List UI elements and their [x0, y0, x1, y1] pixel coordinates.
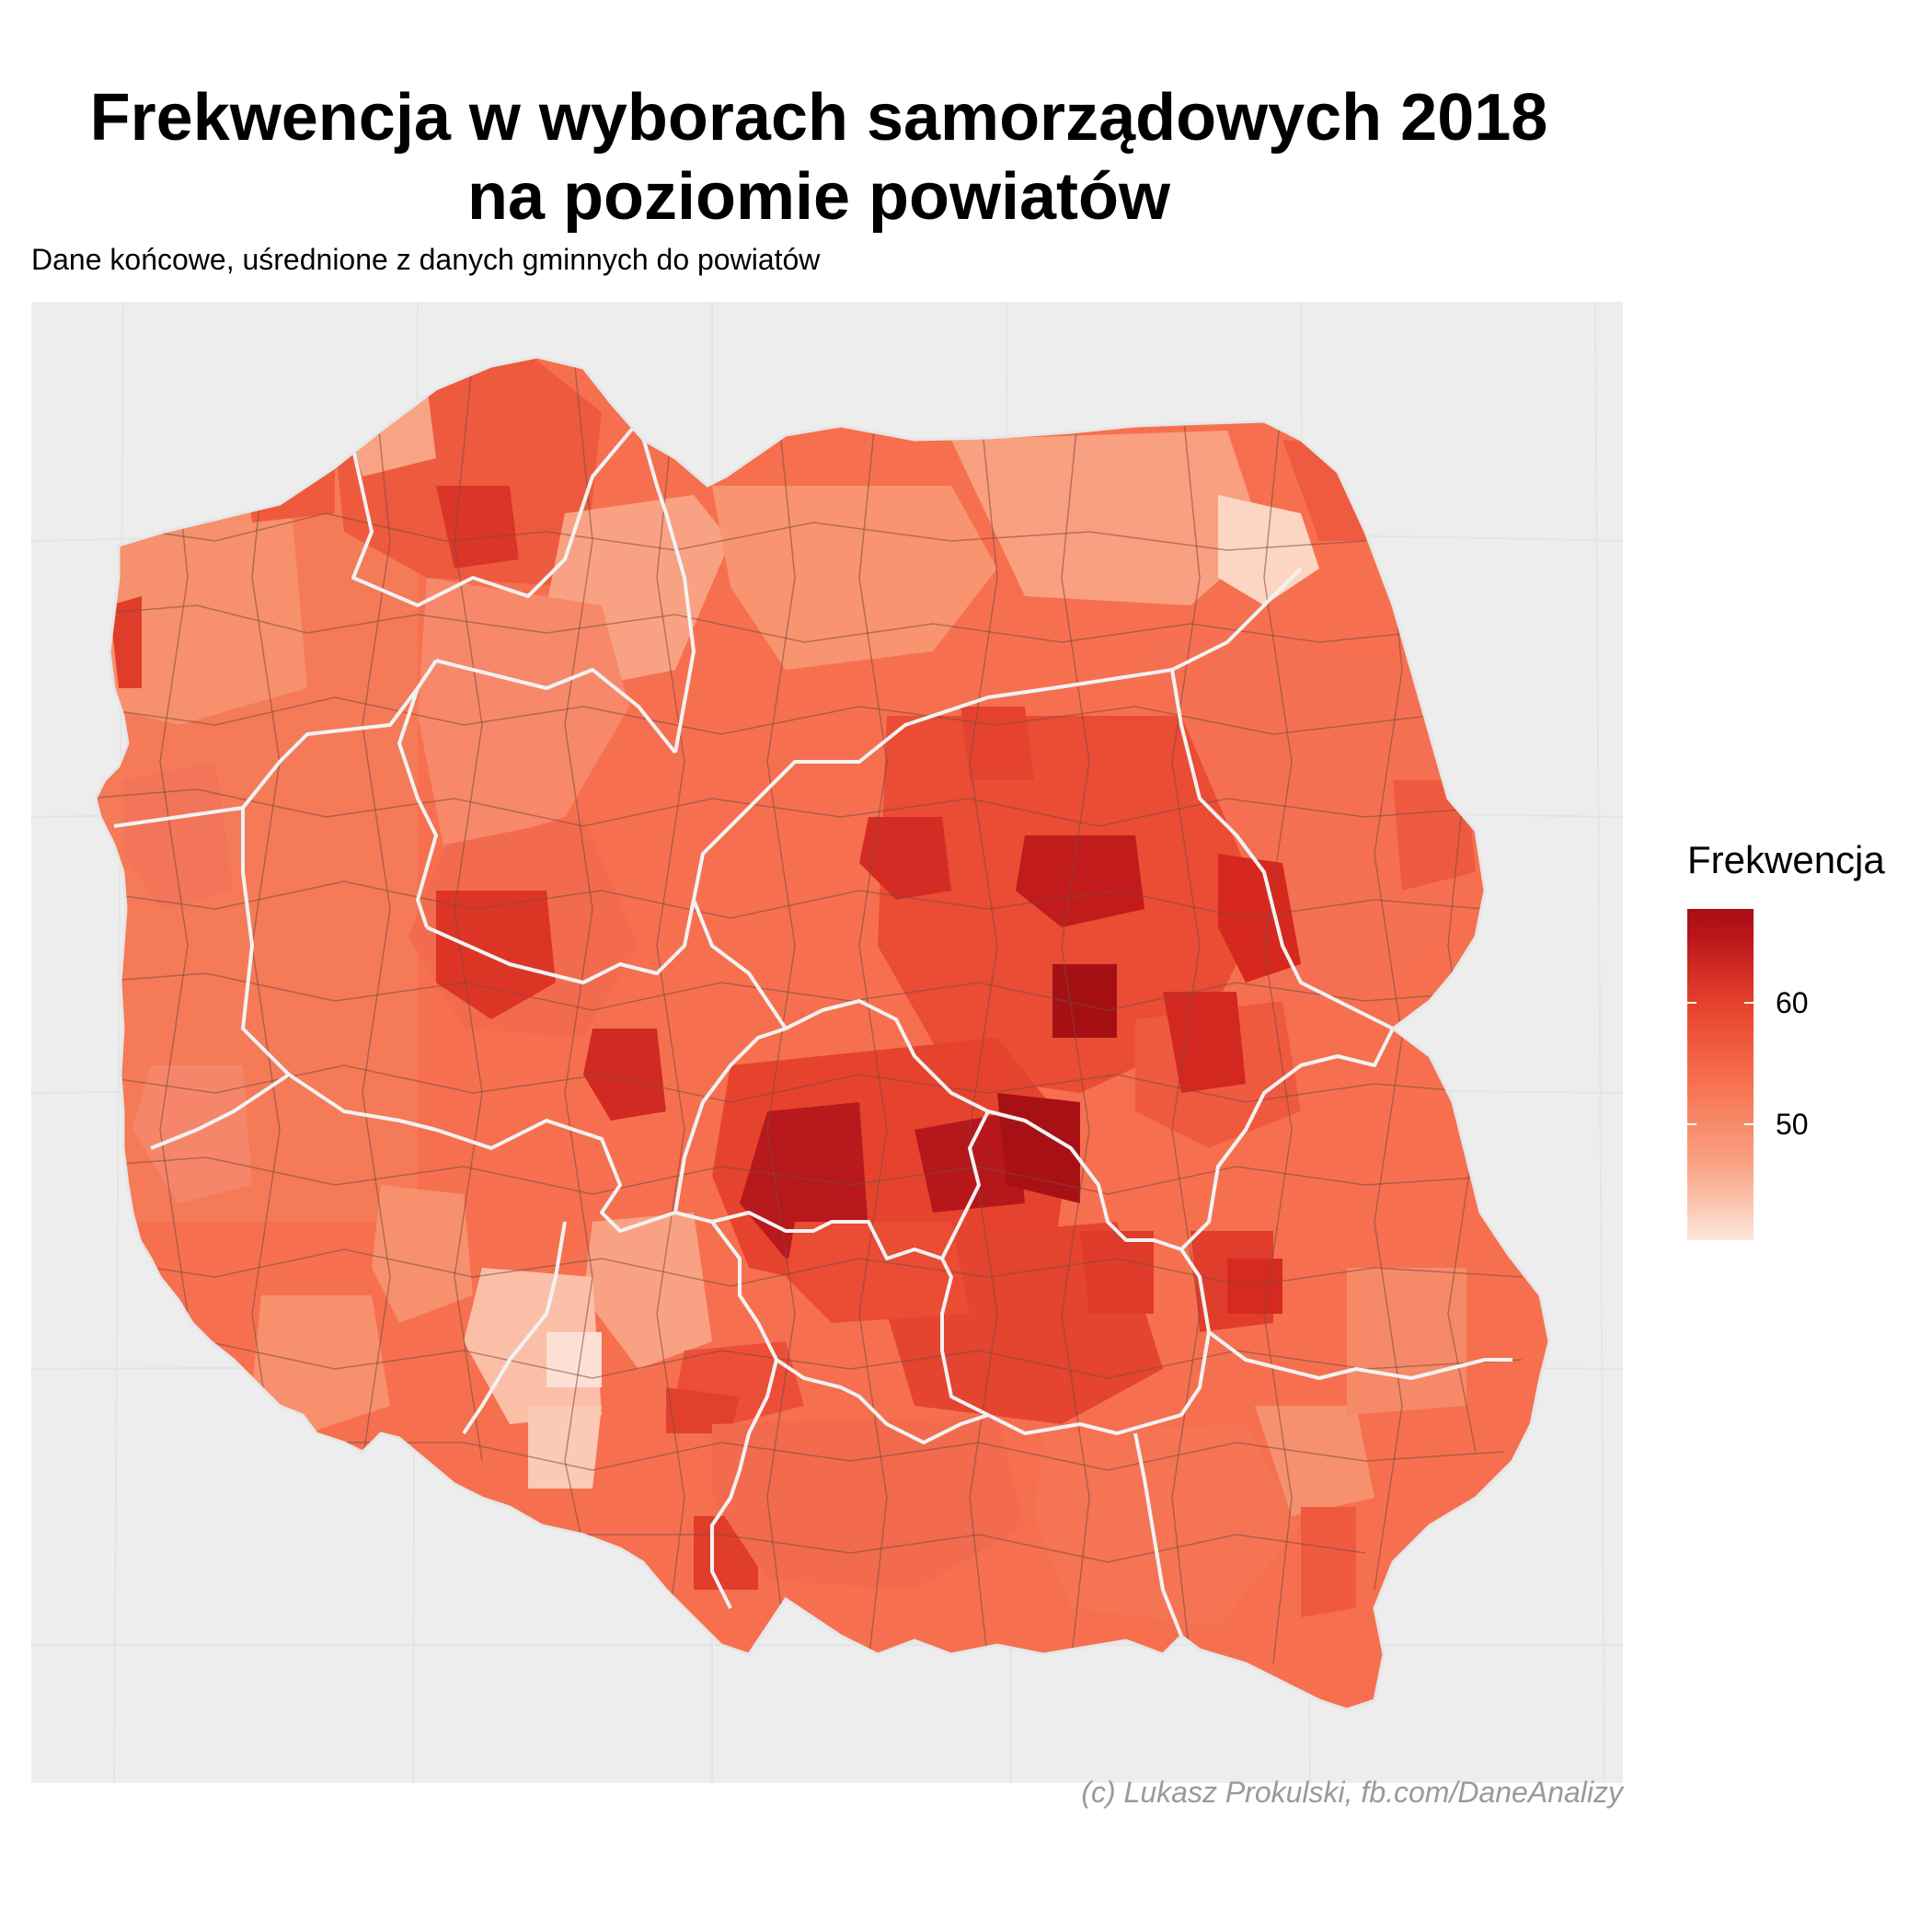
title-line-1: Frekwencja w wyborach samorządowych 2018: [89, 81, 1548, 155]
region-plock: [859, 817, 951, 900]
region-bytow: [436, 486, 519, 569]
region-opole: [583, 1213, 712, 1369]
powiat-borders: [96, 357, 1523, 1664]
region-hrubieszow: [1347, 1268, 1466, 1415]
legend-tick-60-right: [1744, 1002, 1754, 1004]
region-glubczyce: [546, 1332, 602, 1387]
legend-title: Frekwencja: [1687, 838, 1885, 881]
region-czestochowa: [786, 1222, 970, 1323]
region-sieradz: [740, 1102, 868, 1259]
legend-tick-60-left: [1687, 1002, 1696, 1004]
region-legnica: [372, 1185, 473, 1323]
region-malopolska: [712, 1415, 1025, 1590]
region-ostroleka: [960, 707, 1034, 780]
legend-tick-50-right: [1744, 1123, 1754, 1125]
region-krasnystaw: [1227, 1259, 1282, 1314]
legend-colorbar: [1687, 909, 1754, 1240]
region-zachodniopomorskie-south: [123, 762, 234, 909]
region-police: [109, 596, 142, 688]
region-bieszczady: [1301, 1507, 1356, 1617]
map-panel: [31, 302, 1623, 1783]
color-legend: Frekwencja 60 50: [1687, 837, 1926, 1260]
map-subtitle: Dane końcowe, uśrednione z danych gminny…: [31, 243, 821, 276]
region-gliwice: [666, 1387, 740, 1433]
source-caption: (c) Lukasz Prokulski, fb.com/DaneAnalizy: [1081, 1776, 1623, 1809]
region-warsaw: [1052, 964, 1117, 1038]
region-warmia: [712, 486, 997, 670]
map-title: Frekwencja w wyborach samorządowych 2018…: [0, 78, 1638, 236]
legend-label-60: 60: [1776, 986, 1809, 1019]
region-bialystok-south: [1393, 780, 1476, 891]
legend-label-50: 50: [1776, 1108, 1809, 1141]
region-mazury: [951, 431, 1264, 605]
region-przemysl: [1255, 1406, 1374, 1516]
region-raciborz: [528, 1406, 602, 1489]
region-opatow: [1080, 1231, 1154, 1314]
region-klodzko: [252, 1295, 390, 1433]
poland-map: [31, 302, 1623, 1783]
region-kolo: [583, 1029, 666, 1121]
region-warsaw-north: [1016, 835, 1144, 927]
region-podkarpacie: [1034, 1424, 1301, 1627]
region-lubartow: [1163, 992, 1246, 1093]
title-line-2: na poziomie powiatów: [466, 160, 1170, 234]
region-lubuskie-south: [132, 1065, 252, 1203]
voivodeship-borders: [113, 365, 1512, 1637]
region-tomaszow: [914, 1111, 1025, 1213]
region-siedlce: [1218, 854, 1301, 983]
legend-tick-50-left: [1687, 1123, 1696, 1125]
